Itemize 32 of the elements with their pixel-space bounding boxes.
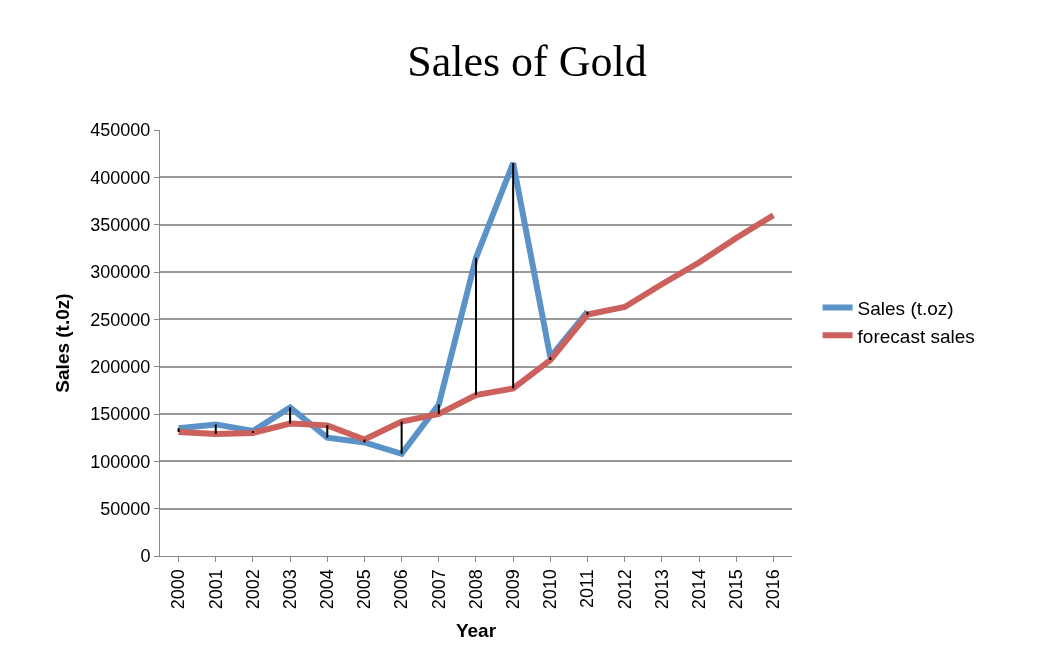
x-tick-label: 2010: [540, 569, 561, 610]
x-tick-label: 2009: [503, 569, 523, 610]
x-tick-label: 2003: [279, 569, 300, 610]
x-tick-label: 2006: [391, 569, 412, 610]
legend-label: forecast sales: [857, 325, 975, 347]
chart-title: Sales of Gold: [407, 37, 647, 87]
x-tick-label: 2014: [688, 569, 709, 610]
y-axis-title: Sales (t.0z): [52, 293, 74, 393]
y-tick-label: 400000: [90, 167, 151, 188]
x-tick-label: 2005: [354, 569, 375, 610]
x-tick-label: 2011: [577, 569, 598, 608]
legend-label: Sales (t.oz): [857, 297, 954, 319]
x-tick-label: 2012: [614, 569, 635, 610]
x-tick-label: 2008: [465, 569, 486, 610]
y-tick-label: 150000: [90, 404, 151, 425]
x-tick-label: 2001: [205, 569, 226, 610]
x-tick-label: 2007: [428, 569, 449, 610]
y-tick-label: 200000: [90, 356, 151, 377]
x-axis-title: Year: [455, 620, 497, 642]
x-tick-label: 2004: [317, 569, 338, 610]
y-tick-label: 350000: [90, 214, 151, 235]
y-tick-label: 100000: [90, 451, 151, 472]
x-tick-label: 2016: [763, 569, 784, 610]
y-tick-label: 50000: [100, 498, 151, 519]
y-tick-label: 0: [140, 546, 151, 567]
x-tick-label: 2002: [242, 569, 263, 610]
x-tick-label: 2015: [726, 569, 747, 610]
x-tick-label: 2000: [168, 569, 189, 610]
x-tick-label: 2013: [651, 569, 672, 610]
y-tick-label: 300000: [90, 262, 151, 283]
y-tick-label: 250000: [90, 309, 151, 330]
y-tick-label: 450000: [90, 120, 151, 141]
